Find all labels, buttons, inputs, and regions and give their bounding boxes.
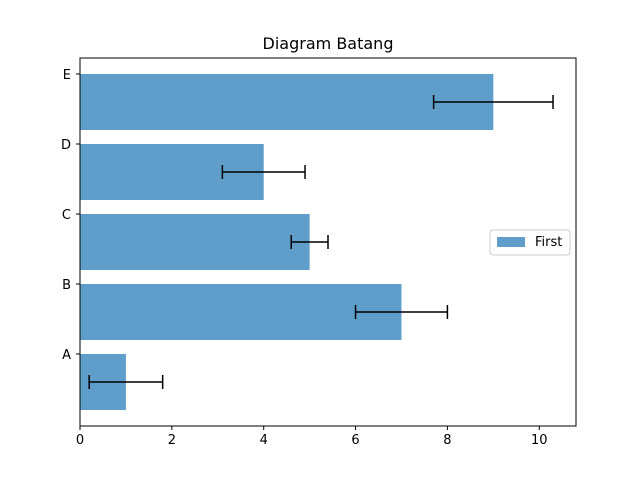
bars-group bbox=[80, 74, 494, 410]
y-tick-label-b: B bbox=[62, 278, 71, 293]
y-tick-label-d: D bbox=[61, 138, 71, 153]
y-tick-label-a: A bbox=[62, 348, 71, 363]
legend-swatch bbox=[497, 237, 525, 247]
chart-title: Diagram Batang bbox=[263, 34, 394, 53]
errorbars-group bbox=[88, 95, 554, 389]
legend-label: First bbox=[535, 235, 562, 250]
y-axis: A B C D E bbox=[61, 68, 80, 363]
plot-frame bbox=[79, 57, 577, 427]
bar-c bbox=[80, 214, 310, 270]
x-tick-label-0: 0 bbox=[76, 433, 84, 448]
bar-b bbox=[80, 284, 402, 340]
x-tick-label-6: 6 bbox=[351, 433, 359, 448]
bar-e bbox=[80, 74, 494, 130]
y-tick-label-e: E bbox=[63, 68, 71, 83]
legend-box bbox=[489, 229, 571, 256]
legend: First bbox=[489, 229, 571, 256]
x-tick-label-10: 10 bbox=[531, 433, 548, 448]
x-tick-label-4: 4 bbox=[260, 433, 268, 448]
y-tick-label-c: C bbox=[62, 208, 71, 223]
x-tick-label-8: 8 bbox=[443, 433, 451, 448]
x-axis: 0 2 4 6 8 10 bbox=[76, 426, 548, 448]
x-tick-label-2: 2 bbox=[168, 433, 176, 448]
